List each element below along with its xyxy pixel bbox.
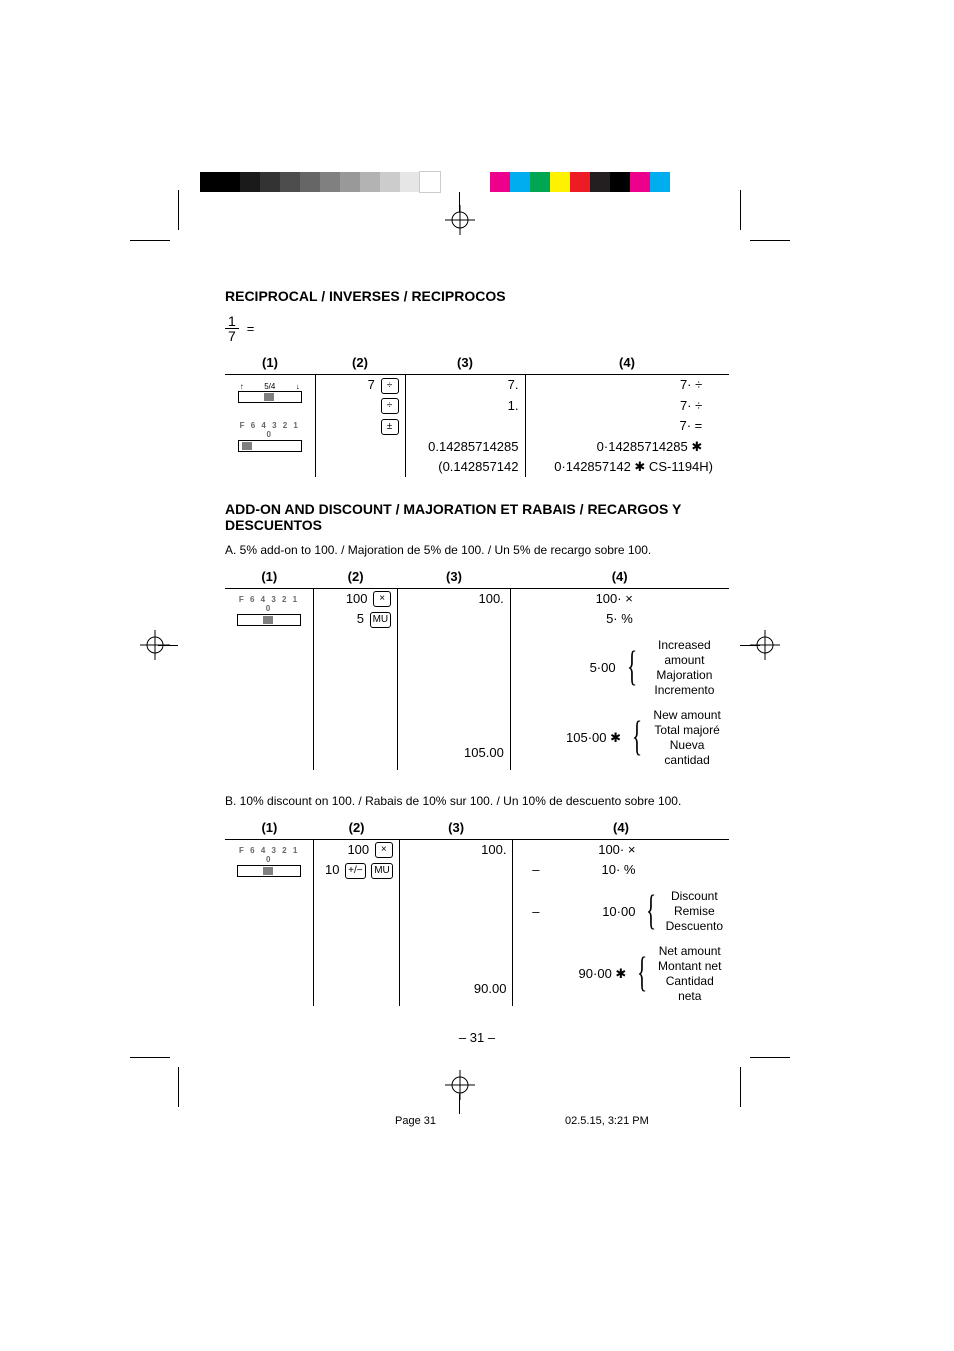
example-table-reciprocal: (1) (2) (3) (4) ↑ 5/4 ↓ F 6 4 3 2 1 0: [225, 351, 729, 477]
plusminus-key: +/−: [345, 863, 365, 879]
divide-key: ÷: [381, 378, 399, 394]
page-number: – 31 –: [225, 1030, 729, 1045]
equals-sign: =: [247, 321, 255, 336]
col-header: (1): [225, 816, 314, 840]
divider: [459, 192, 460, 212]
subsection-label: B. 10% discount on 100. / Rabais de 10% …: [225, 794, 729, 808]
example-table-discount: (1) (2) (3) (4) F 6 4 3 2 1 0 100 × 100.…: [225, 816, 729, 1006]
crop-mark: [750, 240, 790, 241]
crop-mark: [130, 240, 170, 241]
crop-mark: [740, 1067, 741, 1107]
markup-key: MU: [370, 612, 392, 628]
page-info: Page 31: [395, 1115, 436, 1127]
decimal-switch: F 6 4 3 2 1 0: [237, 595, 301, 626]
brace-icon: {: [627, 653, 637, 682]
markup-key: MU: [371, 863, 393, 879]
equation: 1 7 =: [225, 314, 729, 343]
grayscale-bars: [200, 172, 440, 192]
divider: [158, 645, 178, 646]
col-header: (3): [399, 816, 513, 840]
decimal-switch: F 6 4 3 2 1 0: [238, 421, 302, 452]
timestamp: 02.5.15, 3:21 PM: [565, 1115, 649, 1127]
fraction-numerator: 1: [225, 314, 239, 329]
col-header: (2): [314, 565, 398, 589]
example-table-addon: (1) (2) (3) (4) F 6 4 3 2 1 0 100 × 100.…: [225, 565, 729, 770]
crop-mark: [130, 1057, 170, 1058]
color-bars: [490, 172, 670, 192]
col-header: (3): [405, 351, 525, 375]
col-header: (1): [225, 351, 315, 375]
plusminus-key: ±: [381, 419, 399, 435]
divider: [740, 645, 760, 646]
fraction-denominator: 7: [225, 329, 239, 343]
col-header: (2): [315, 351, 405, 375]
col-header: (2): [314, 816, 399, 840]
registration-target-icon: [445, 1070, 475, 1100]
multiply-key: ×: [373, 591, 391, 607]
page-content: RECIPROCAL / INVERSES / RECIPROCOS 1 7 =…: [225, 288, 729, 1045]
section-title: ADD-ON AND DISCOUNT / MAJORATION ET RABA…: [225, 501, 729, 533]
brace-icon: {: [637, 959, 647, 988]
crop-mark: [750, 1057, 790, 1058]
subsection-label: A. 5% add-on to 100. / Majoration de 5% …: [225, 543, 729, 557]
rounding-switch: ↑ 5/4 ↓: [238, 382, 302, 403]
brace-icon: {: [632, 723, 642, 752]
col-header: (1): [225, 565, 314, 589]
divide-key: ÷: [381, 398, 399, 414]
divider: [459, 1094, 460, 1114]
crop-mark: [740, 190, 741, 230]
section-title: RECIPROCAL / INVERSES / RECIPROCOS: [225, 288, 729, 304]
col-header: (4): [510, 565, 729, 589]
col-header: (4): [525, 351, 729, 375]
col-header: (4): [513, 816, 729, 840]
brace-icon: {: [646, 897, 656, 926]
col-header: (3): [398, 565, 511, 589]
registration-target-icon: [445, 205, 475, 235]
multiply-key: ×: [375, 842, 393, 858]
crop-mark: [178, 1067, 179, 1107]
crop-mark: [178, 190, 179, 230]
decimal-switch: F 6 4 3 2 1 0: [237, 846, 301, 877]
